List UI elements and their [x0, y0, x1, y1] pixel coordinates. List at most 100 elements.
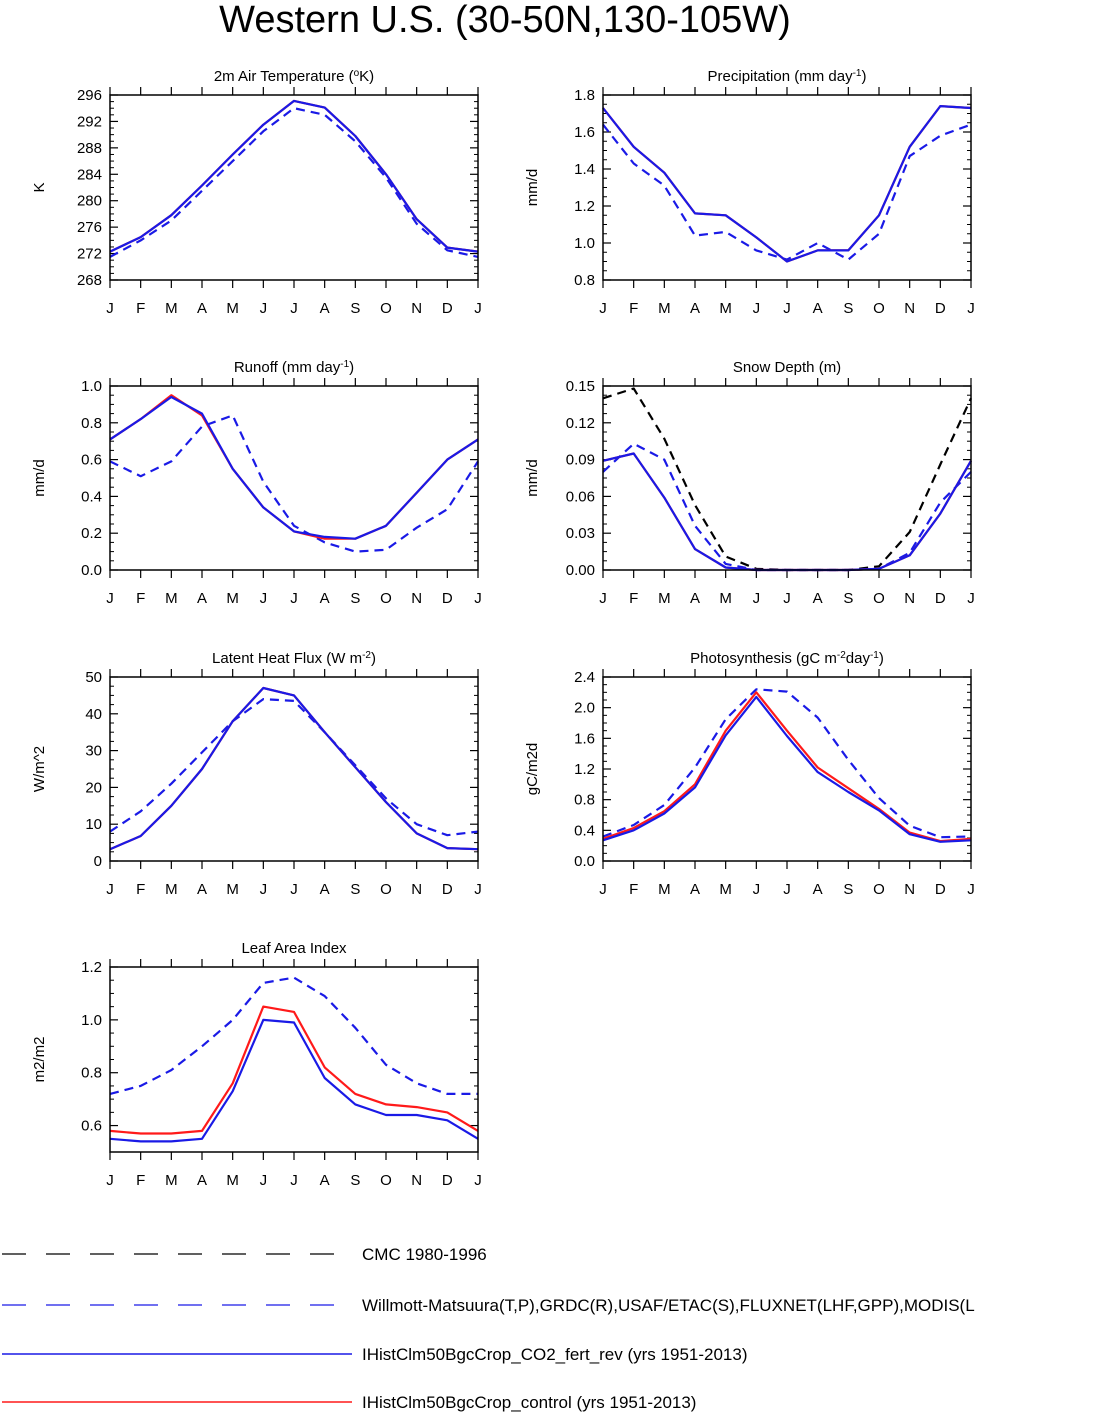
x-tick-label: J	[783, 881, 791, 898]
x-tick-label: A	[813, 590, 823, 607]
y-tick-label: 0.2	[81, 525, 102, 542]
series-line-ctl	[109, 686, 479, 851]
x-tick-label: M	[719, 881, 732, 898]
legend: CMC 1980-1996 Willmott-Matsuura(T,P),GRDC…	[2, 1245, 975, 1412]
y-axis-label: mm/d	[524, 169, 541, 207]
y-tick-label: 1.4	[574, 161, 595, 178]
y-tick-label: 0	[94, 853, 102, 870]
plot-frame	[109, 966, 479, 1153]
x-tick-label: D	[442, 881, 453, 898]
y-tick-label: 1.2	[574, 198, 595, 215]
panel-title: Snow Depth (m)	[733, 359, 841, 376]
panel-title: 2m Air Temperature (oK)	[214, 68, 374, 86]
y-tick-label: 20	[85, 779, 102, 796]
panel-snow: Snow Depth (m) mm/d 0.00 0.03 0.06 0.09 0.12 0.…	[524, 359, 975, 607]
x-tick-label: S	[350, 590, 360, 607]
y-tick-label: 1.6	[574, 730, 595, 747]
x-tick-label: J	[474, 881, 482, 898]
x-tick-label: J	[967, 881, 975, 898]
x-tick-label: J	[753, 881, 761, 898]
x-tick-label: J	[106, 300, 114, 317]
x-tick-label: J	[474, 1172, 482, 1189]
x-tick-label: S	[843, 590, 853, 607]
x-tick-label: D	[442, 590, 453, 607]
x-tick-label: O	[873, 881, 885, 898]
x-tick-label: M	[719, 300, 732, 317]
series-line-ctl	[602, 452, 972, 572]
y-tick-label: 0.8	[81, 415, 102, 432]
panel-title: Latent Heat Flux (W m-2)	[212, 650, 376, 668]
plot-frame	[602, 385, 972, 571]
x-tick-label: O	[380, 881, 392, 898]
series-line-co2	[602, 105, 972, 263]
x-tick-label: J	[106, 881, 114, 898]
y-tick-label: 40	[85, 706, 102, 723]
x-tick-label: S	[843, 300, 853, 317]
legend-label-obs: Willmott-Matsuura(T,P),GRDC(R),USAF/ETAC…	[362, 1296, 975, 1315]
x-tick-label: O	[380, 1172, 392, 1189]
x-tick-label: J	[260, 300, 268, 317]
y-axis-label: gC/m2d	[524, 743, 541, 796]
x-tick-label: F	[629, 881, 638, 898]
plot-frame	[109, 676, 479, 862]
x-tick-label: F	[629, 300, 638, 317]
panel-lai: Leaf Area Index m2/m2 0.6 0.8 1.0 1.2 J F M A M J J A…	[31, 940, 482, 1189]
x-tick-label: J	[967, 300, 975, 317]
y-axis-label: m2/m2	[31, 1037, 48, 1083]
x-tick-label: M	[165, 881, 178, 898]
panel-gpp: Photosynthesis (gC m-2day-1) gC/m2d 0.0 0.4…	[524, 650, 975, 899]
series-line-obs	[602, 442, 972, 572]
y-tick-label: 0.12	[566, 415, 595, 432]
x-tick-label: S	[350, 300, 360, 317]
y-tick-label: 0.4	[574, 822, 595, 839]
y-axis-label: mm/d	[31, 459, 48, 497]
x-tick-label: M	[658, 881, 671, 898]
y-tick-label: 1.0	[81, 1012, 102, 1029]
legend-label-ctl: IHistClm50BgcCrop_control (yrs 1951-2013…	[362, 1393, 696, 1412]
plot-frame	[602, 94, 972, 281]
y-tick-label: 0.00	[566, 562, 595, 579]
x-tick-label: A	[320, 881, 330, 898]
x-tick-label: A	[197, 590, 207, 607]
y-tick-label: 10	[85, 816, 102, 833]
series-line-obs	[602, 688, 972, 839]
x-tick-label: A	[813, 881, 823, 898]
y-tick-label: 0.0	[574, 853, 595, 870]
x-tick-label: M	[226, 881, 239, 898]
panel-title: Precipitation (mm day-1)	[708, 68, 867, 86]
y-axis-label: K	[31, 182, 48, 192]
y-tick-label: 280	[77, 193, 102, 210]
y-tick-label: 0.8	[574, 272, 595, 289]
series-line-ctl	[602, 691, 972, 843]
y-tick-label: 296	[77, 87, 102, 104]
series-line-ctl	[109, 394, 479, 540]
x-tick-label: D	[442, 300, 453, 317]
series-line-obs	[109, 107, 479, 258]
x-tick-label: J	[474, 300, 482, 317]
x-tick-label: M	[658, 300, 671, 317]
x-tick-label: A	[690, 590, 700, 607]
x-tick-label: M	[165, 300, 178, 317]
x-tick-label: J	[290, 300, 298, 317]
y-tick-label: 1.0	[81, 378, 102, 395]
x-tick-label: D	[935, 590, 946, 607]
y-tick-label: 0.0	[81, 562, 102, 579]
x-tick-label: N	[411, 1172, 422, 1189]
x-tick-label: N	[904, 590, 915, 607]
series-line-co2	[109, 99, 479, 253]
y-axis-label: W/m^2	[31, 746, 48, 792]
panel-title: Leaf Area Index	[241, 940, 347, 957]
x-tick-label: J	[783, 590, 791, 607]
y-axis-label: mm/d	[524, 459, 541, 497]
plot-frame	[109, 385, 479, 571]
x-tick-label: F	[629, 590, 638, 607]
panel-title: Photosynthesis (gC m-2day-1)	[690, 650, 884, 668]
y-tick-label: 2.0	[574, 700, 595, 717]
x-tick-label: O	[873, 300, 885, 317]
x-tick-label: N	[411, 881, 422, 898]
y-tick-label: 2.4	[574, 669, 595, 686]
x-tick-label: F	[136, 881, 145, 898]
y-tick-label: 0.8	[574, 792, 595, 809]
x-tick-label: O	[380, 300, 392, 317]
